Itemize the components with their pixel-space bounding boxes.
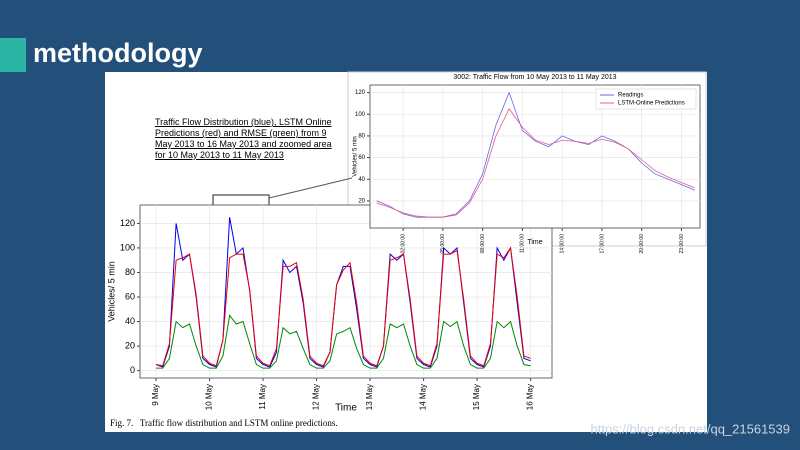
y-tick-label: 100: [120, 242, 135, 252]
y-tick-label: 20: [125, 340, 135, 350]
y-tick-label: 60: [125, 291, 135, 301]
x-tick-label: 9 May: [151, 384, 160, 406]
x-tick-label: 20:00:00: [639, 234, 645, 254]
title-marker: [0, 38, 26, 72]
x-tick-label: 11 May: [258, 384, 267, 410]
x-tick-label: 05:00:00: [440, 234, 446, 254]
x-tick-label: 11:00:00: [520, 234, 526, 253]
x-tick-label: 13 May: [365, 384, 374, 410]
x-tick-label: 02:00:00: [400, 234, 406, 254]
y-tick-label: 20: [358, 198, 365, 204]
y-tick-label: 60: [358, 155, 365, 161]
y-tick-label: 120: [355, 90, 366, 96]
y-axis-label: Vehicles/ 5 min: [106, 261, 116, 322]
x-tick-label: 16 May: [526, 384, 535, 410]
y-axis-label: Vehicles/ 5 min: [353, 136, 359, 176]
y-tick-label: 40: [358, 177, 365, 183]
x-tick-label: 15 May: [472, 384, 481, 410]
series-line: [155, 246, 531, 367]
series-line: [376, 108, 695, 218]
y-tick-label: 120: [120, 218, 135, 228]
zoom-connector: [268, 177, 353, 199]
caption: Fig. 7. Traffic flow distribution and LS…: [110, 418, 338, 428]
series-line: [156, 314, 531, 369]
chart-title: 3002: Traffic Flow from 10 May 2013 to 1…: [453, 74, 616, 81]
x-tick-label: 23:00:00: [679, 234, 685, 254]
y-tick-label: 100: [355, 112, 366, 118]
x-tick-label: 10 May: [205, 384, 214, 410]
annotation: Traffic Flow Distribution (blue), LSTM O…: [155, 117, 332, 160]
x-tick-label: 12 May: [312, 384, 321, 410]
x-tick-label: 14:00:00: [559, 234, 565, 254]
legend-label: LSTM-Online Predictions: [618, 101, 685, 107]
legend-label: Readings: [618, 93, 643, 99]
x-tick-label: 14 May: [419, 384, 428, 410]
slide-title: methodology: [33, 38, 203, 68]
watermark: https://blog.csdn.net/qq_21561539: [591, 421, 791, 436]
x-tick-label: 08:00:00: [480, 234, 486, 254]
x-axis-label: Time: [335, 403, 357, 414]
annotation-box: Traffic Flow Distribution (blue), LSTM O…: [155, 117, 332, 160]
x-axis-label: Time: [527, 239, 542, 246]
y-tick-label: 80: [125, 267, 135, 277]
legend-box: [595, 88, 697, 110]
plot-area: [139, 204, 553, 379]
x-tick-label: 17:00:00: [599, 234, 605, 254]
y-tick-label: 40: [125, 316, 135, 326]
y-tick-label: 0: [130, 365, 135, 375]
y-tick-label: 80: [358, 133, 365, 139]
